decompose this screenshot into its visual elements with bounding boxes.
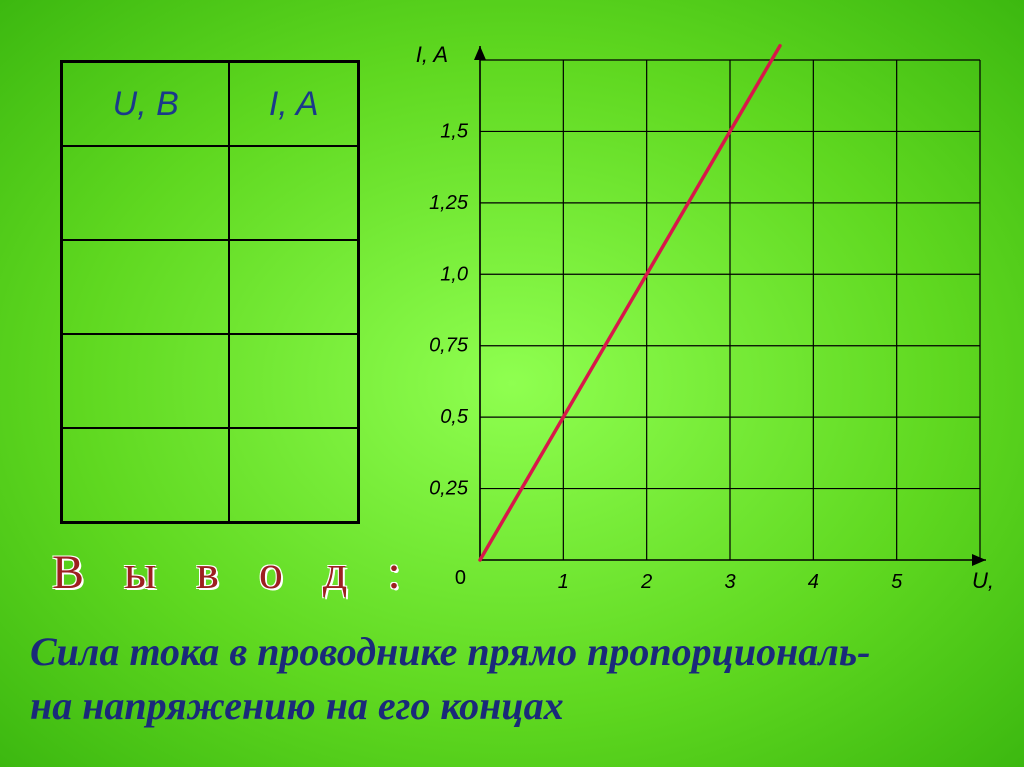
table-header-u: U, B [62,62,230,147]
svg-text:4: 4 [808,571,819,593]
svg-text:0,25: 0,25 [429,478,469,500]
table-cell [62,146,230,240]
svg-text:U, B: U, B [972,568,1000,593]
svg-text:3: 3 [724,571,735,593]
svg-text:1,5: 1,5 [440,120,469,142]
table-cell [229,334,358,428]
svg-text:I, A: I, A [416,42,448,67]
table-cell [229,240,358,334]
iv-chart: 0,25 0,5 0,75 1,0 1,25 1,5 1 2 3 4 5 0 I, A U, B [400,30,1000,610]
conclusion-text: Сила тока в проводнике прямо пропорциона… [30,625,1000,733]
svg-text:1: 1 [558,571,569,593]
table-cell [62,428,230,523]
svg-text:0: 0 [455,567,466,589]
svg-text:1,25: 1,25 [429,192,469,214]
svg-text:1,0: 1,0 [440,263,468,285]
data-table: U, B I, A [60,60,360,524]
conclusion-heading: В ы в о д : [52,545,415,600]
svg-text:2: 2 [640,571,652,593]
table-cell [229,428,358,523]
conclusion-line1: Сила тока в проводнике прямо пропорциона… [30,629,870,674]
table-cell [229,146,358,240]
svg-text:0,75: 0,75 [429,335,469,357]
table-cell [62,240,230,334]
svg-text:0,5: 0,5 [440,406,469,428]
table-header-i: I, A [229,62,358,147]
svg-text:5: 5 [891,571,903,593]
table-cell [62,334,230,428]
conclusion-line2: на напряжению на его концах [30,683,564,728]
